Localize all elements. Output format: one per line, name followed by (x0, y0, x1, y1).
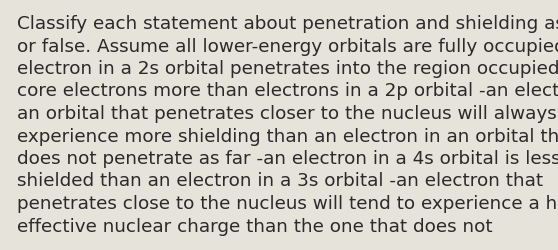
Text: shielded than an electron in a 3s orbital -an electron that: shielded than an electron in a 3s orbita… (17, 172, 543, 190)
Text: electron in a 2s orbital penetrates into the region occupied by: electron in a 2s orbital penetrates into… (17, 60, 558, 78)
Text: does not penetrate as far -an electron in a 4s orbital is less: does not penetrate as far -an electron i… (17, 150, 558, 167)
Text: experience more shielding than an electron in an orbital that: experience more shielding than an electr… (17, 127, 558, 145)
Text: core electrons more than electrons in a 2p orbital -an electron in: core electrons more than electrons in a … (17, 82, 558, 100)
Text: effective nuclear charge than the one that does not: effective nuclear charge than the one th… (17, 217, 493, 234)
Text: or false. Assume all lower-energy orbitals are fully occupied. -an: or false. Assume all lower-energy orbita… (17, 37, 558, 55)
Text: penetrates close to the nucleus will tend to experience a higher: penetrates close to the nucleus will ten… (17, 194, 558, 212)
Text: an orbital that penetrates closer to the nucleus will always: an orbital that penetrates closer to the… (17, 104, 557, 122)
Text: Classify each statement about penetration and shielding as true: Classify each statement about penetratio… (17, 15, 558, 33)
